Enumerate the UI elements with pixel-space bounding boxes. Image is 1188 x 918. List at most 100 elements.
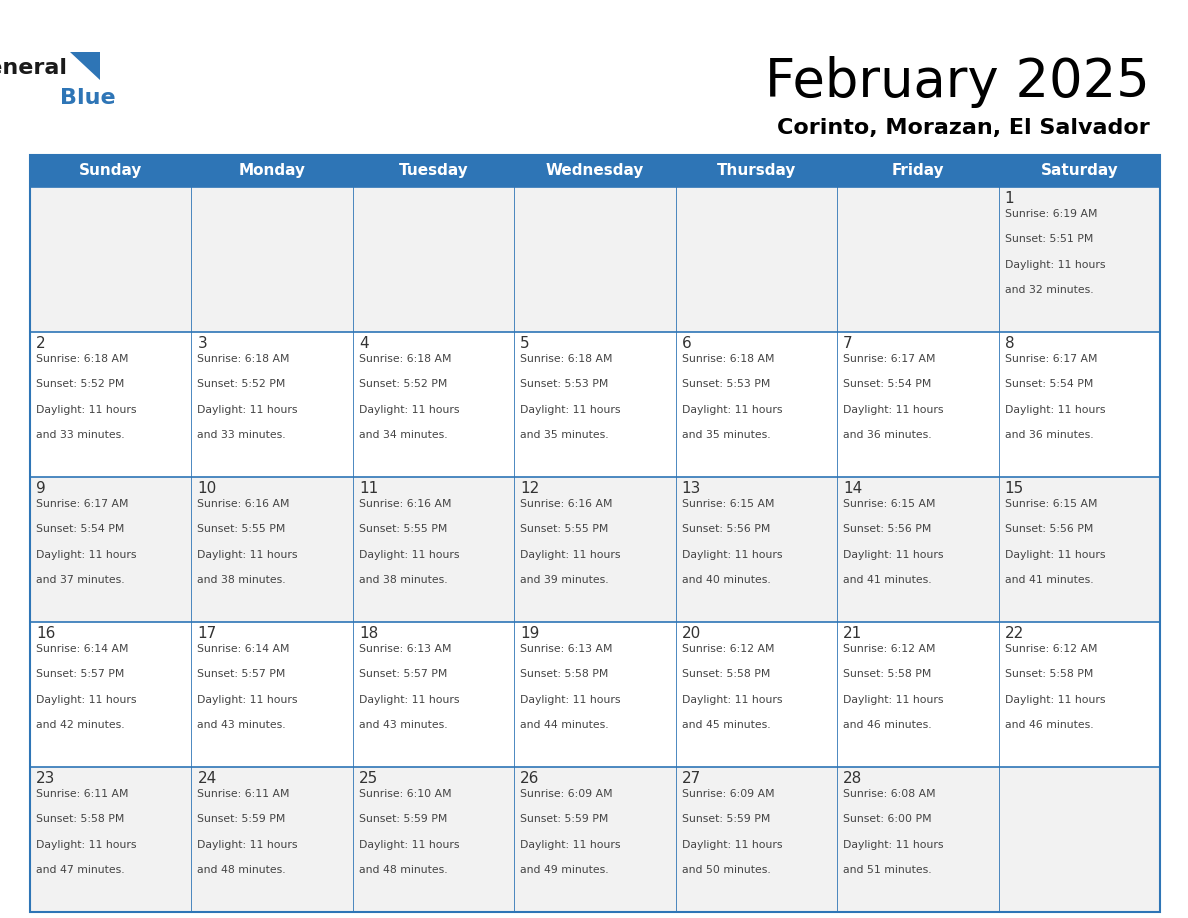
Text: Sunrise: 6:19 AM: Sunrise: 6:19 AM [1005, 209, 1097, 219]
Text: Sunset: 5:59 PM: Sunset: 5:59 PM [682, 814, 770, 824]
Text: Sunrise: 6:18 AM: Sunrise: 6:18 AM [520, 354, 613, 364]
Text: Sunset: 5:56 PM: Sunset: 5:56 PM [1005, 524, 1093, 534]
Text: Daylight: 11 hours: Daylight: 11 hours [197, 550, 298, 560]
Text: Sunrise: 6:18 AM: Sunrise: 6:18 AM [36, 354, 128, 364]
Text: 26: 26 [520, 771, 539, 786]
Text: Sunrise: 6:15 AM: Sunrise: 6:15 AM [1005, 499, 1097, 509]
Text: 9: 9 [36, 481, 46, 496]
Text: Sunset: 5:57 PM: Sunset: 5:57 PM [197, 669, 286, 679]
Text: February 2025: February 2025 [765, 56, 1150, 108]
Bar [838, 332, 999, 477]
Text: Daylight: 11 hours: Daylight: 11 hours [1005, 260, 1105, 270]
Text: Daylight: 11 hours: Daylight: 11 hours [682, 695, 782, 705]
Text: Sunset: 5:57 PM: Sunset: 5:57 PM [359, 669, 447, 679]
Text: and 41 minutes.: and 41 minutes. [1005, 575, 1093, 585]
Text: Daylight: 11 hours: Daylight: 11 hours [359, 840, 460, 850]
Bar [676, 187, 838, 332]
Text: Daylight: 11 hours: Daylight: 11 hours [843, 695, 943, 705]
Text: Daylight: 11 hours: Daylight: 11 hours [843, 840, 943, 850]
Text: Corinto, Morazan, El Salvador: Corinto, Morazan, El Salvador [777, 118, 1150, 138]
Text: Sunrise: 6:18 AM: Sunrise: 6:18 AM [359, 354, 451, 364]
Text: 28: 28 [843, 771, 862, 786]
Text: and 46 minutes.: and 46 minutes. [1005, 720, 1093, 730]
Text: Sunrise: 6:10 AM: Sunrise: 6:10 AM [359, 789, 451, 799]
Text: Daylight: 11 hours: Daylight: 11 hours [520, 405, 621, 415]
Text: Sunset: 6:00 PM: Sunset: 6:00 PM [843, 814, 931, 824]
Text: 12: 12 [520, 481, 539, 496]
Bar [514, 767, 676, 912]
Bar [999, 155, 1159, 187]
Text: 15: 15 [1005, 481, 1024, 496]
Text: and 34 minutes.: and 34 minutes. [359, 431, 448, 440]
Text: Daylight: 11 hours: Daylight: 11 hours [36, 405, 137, 415]
Bar [999, 332, 1159, 477]
Text: Sunrise: 6:12 AM: Sunrise: 6:12 AM [682, 644, 775, 654]
Text: 14: 14 [843, 481, 862, 496]
Bar [30, 477, 191, 622]
Text: Daylight: 11 hours: Daylight: 11 hours [520, 840, 621, 850]
Bar [838, 477, 999, 622]
Bar [30, 622, 191, 767]
Text: 4: 4 [359, 336, 368, 351]
Bar [30, 187, 191, 332]
Text: Sunset: 5:55 PM: Sunset: 5:55 PM [197, 524, 286, 534]
Bar [999, 767, 1159, 912]
Text: Daylight: 11 hours: Daylight: 11 hours [359, 695, 460, 705]
Text: and 42 minutes.: and 42 minutes. [36, 720, 125, 730]
Text: 6: 6 [682, 336, 691, 351]
Bar [191, 477, 353, 622]
Text: and 43 minutes.: and 43 minutes. [197, 720, 286, 730]
Text: Sunrise: 6:09 AM: Sunrise: 6:09 AM [682, 789, 775, 799]
Text: Daylight: 11 hours: Daylight: 11 hours [520, 695, 621, 705]
Bar [30, 332, 191, 477]
Text: and 51 minutes.: and 51 minutes. [843, 865, 931, 875]
Text: Daylight: 11 hours: Daylight: 11 hours [197, 840, 298, 850]
Bar [30, 767, 191, 912]
Polygon shape [70, 52, 100, 80]
Text: Daylight: 11 hours: Daylight: 11 hours [36, 840, 137, 850]
Text: 19: 19 [520, 626, 539, 641]
Bar [676, 477, 838, 622]
Text: 21: 21 [843, 626, 862, 641]
Text: and 39 minutes.: and 39 minutes. [520, 575, 609, 585]
Text: Sunset: 5:52 PM: Sunset: 5:52 PM [36, 379, 125, 389]
Text: 17: 17 [197, 626, 216, 641]
Text: Sunday: Sunday [80, 163, 143, 178]
Text: 18: 18 [359, 626, 378, 641]
Text: Sunset: 5:58 PM: Sunset: 5:58 PM [682, 669, 770, 679]
Text: Sunset: 5:54 PM: Sunset: 5:54 PM [843, 379, 931, 389]
Text: and 33 minutes.: and 33 minutes. [36, 431, 125, 440]
Bar [191, 187, 353, 332]
Text: Daylight: 11 hours: Daylight: 11 hours [1005, 695, 1105, 705]
Text: 24: 24 [197, 771, 216, 786]
Text: Daylight: 11 hours: Daylight: 11 hours [682, 550, 782, 560]
Text: Sunset: 5:53 PM: Sunset: 5:53 PM [520, 379, 608, 389]
Bar [838, 187, 999, 332]
Text: Daylight: 11 hours: Daylight: 11 hours [1005, 405, 1105, 415]
Text: Tuesday: Tuesday [399, 163, 468, 178]
Text: Sunrise: 6:15 AM: Sunrise: 6:15 AM [682, 499, 775, 509]
Text: and 48 minutes.: and 48 minutes. [359, 865, 448, 875]
Text: Blue: Blue [61, 88, 115, 108]
Text: 22: 22 [1005, 626, 1024, 641]
Text: and 33 minutes.: and 33 minutes. [197, 431, 286, 440]
Text: Sunset: 5:53 PM: Sunset: 5:53 PM [682, 379, 770, 389]
Text: Sunset: 5:51 PM: Sunset: 5:51 PM [1005, 234, 1093, 244]
Bar [676, 155, 838, 187]
Text: and 48 minutes.: and 48 minutes. [197, 865, 286, 875]
Text: and 43 minutes.: and 43 minutes. [359, 720, 448, 730]
Text: and 44 minutes.: and 44 minutes. [520, 720, 609, 730]
Bar [676, 767, 838, 912]
Bar [838, 155, 999, 187]
Text: Sunset: 5:57 PM: Sunset: 5:57 PM [36, 669, 125, 679]
Text: Daylight: 11 hours: Daylight: 11 hours [682, 405, 782, 415]
Bar [514, 622, 676, 767]
Text: and 41 minutes.: and 41 minutes. [843, 575, 931, 585]
Bar [838, 767, 999, 912]
Text: and 38 minutes.: and 38 minutes. [197, 575, 286, 585]
Text: Daylight: 11 hours: Daylight: 11 hours [520, 550, 621, 560]
Text: Daylight: 11 hours: Daylight: 11 hours [36, 550, 137, 560]
Text: Daylight: 11 hours: Daylight: 11 hours [359, 550, 460, 560]
Text: and 35 minutes.: and 35 minutes. [682, 431, 770, 440]
Text: Sunset: 5:58 PM: Sunset: 5:58 PM [843, 669, 931, 679]
